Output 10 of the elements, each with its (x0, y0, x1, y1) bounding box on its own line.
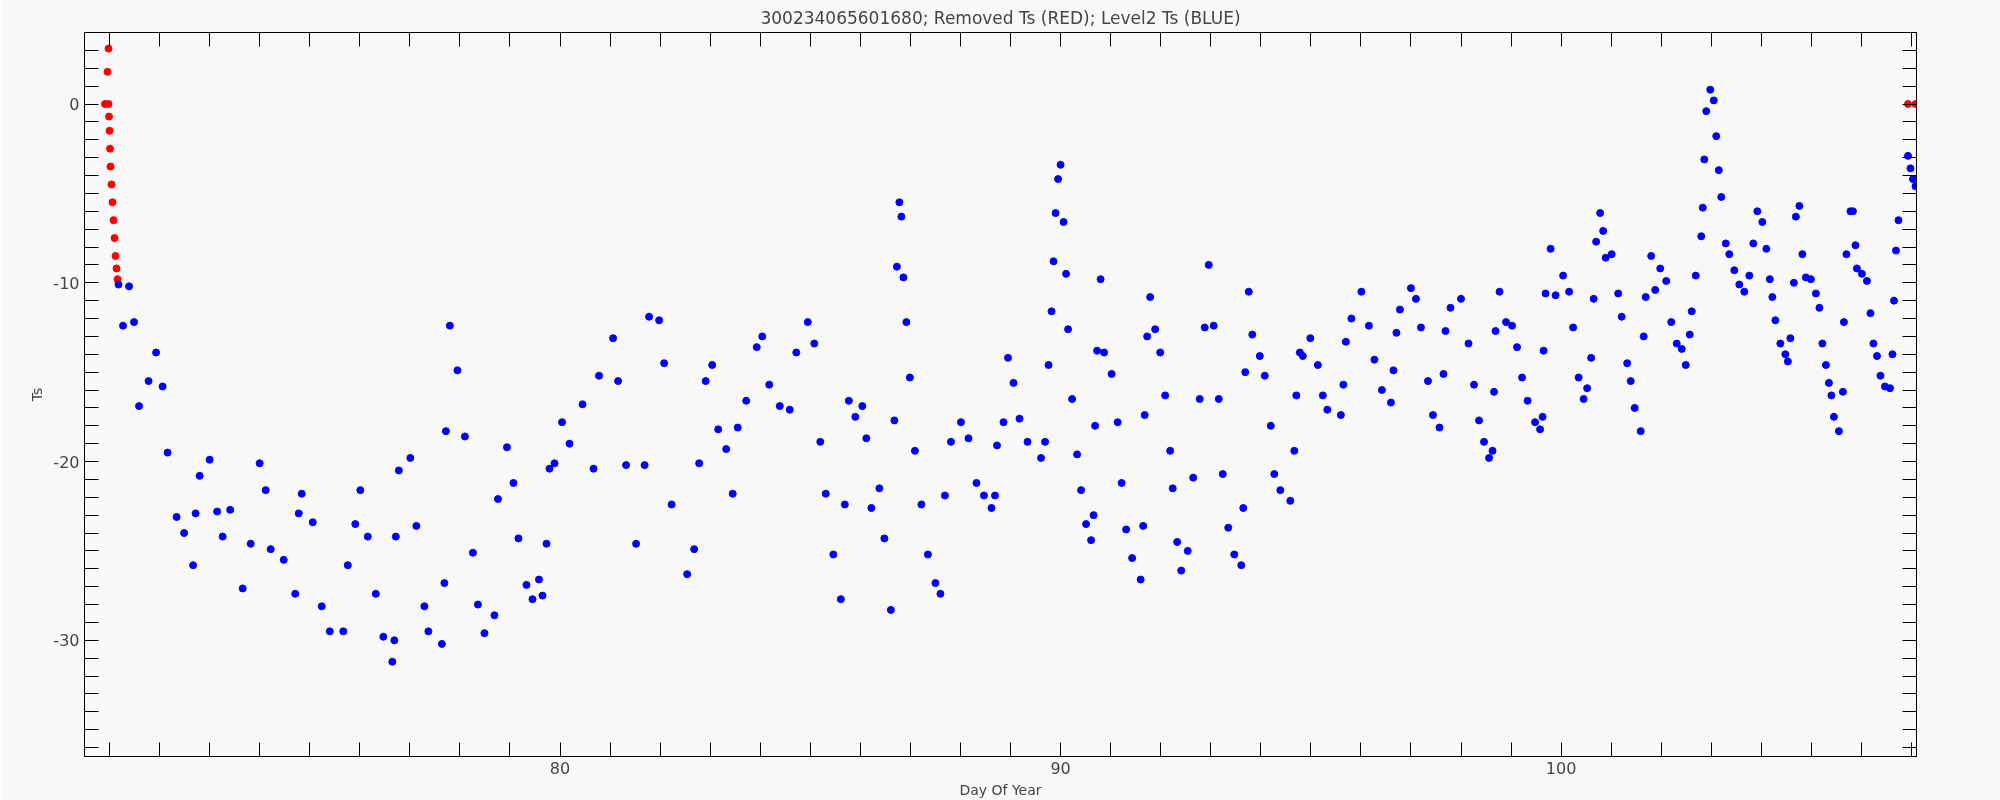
x-tick-label: 80 (549, 758, 571, 778)
y-tick-label: -10 (53, 273, 80, 293)
y-axis-title: Ts (29, 387, 46, 403)
y-tick-label: -30 (53, 631, 80, 651)
y-tick-label: -20 (53, 452, 80, 472)
chart-title: 300234065601680; Removed Ts (RED); Level2 Ts (BLUE) (760, 7, 1241, 28)
x-tick-label: 100 (1545, 758, 1577, 778)
x-tick-label: 90 (1050, 758, 1071, 778)
x-axis-title: Day Of Year (959, 781, 1042, 798)
y-tick-label: 0 (69, 95, 80, 115)
